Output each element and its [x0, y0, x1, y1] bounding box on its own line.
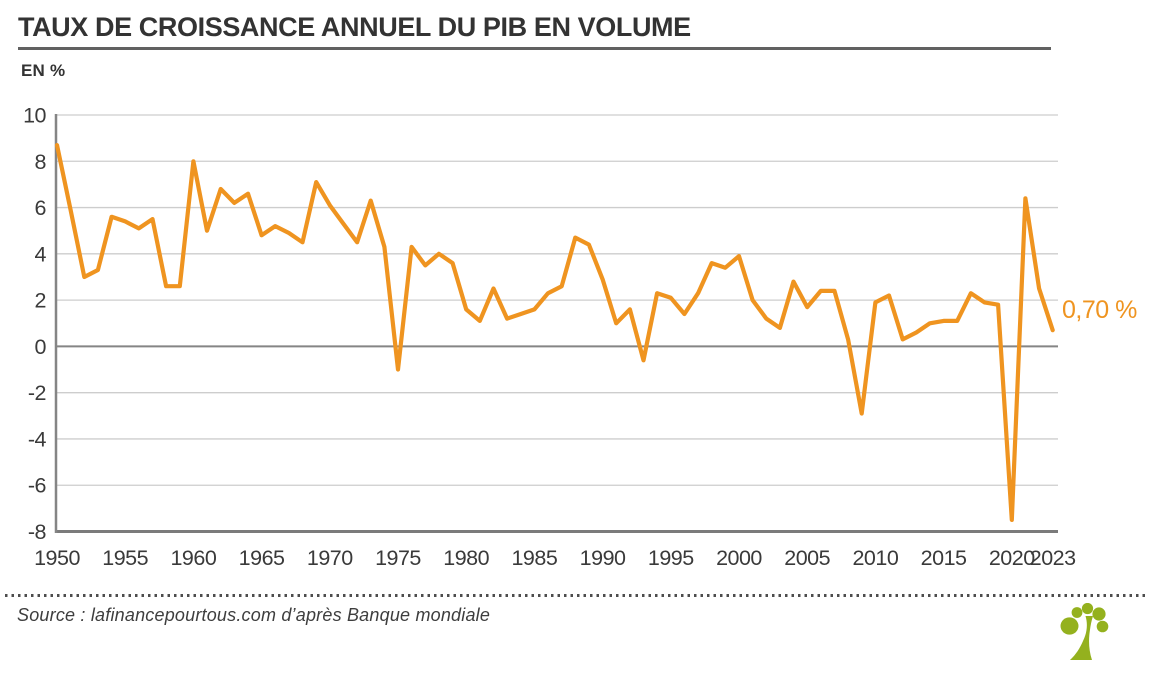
x-tick-label: 1955 [102, 546, 148, 570]
source-text: Source : lafinancepourtous.com d’après B… [17, 605, 491, 625]
x-tick-label: 2023 [1030, 546, 1076, 570]
tree-trunk [1070, 616, 1093, 660]
x-tick-label: 1995 [648, 546, 694, 570]
tree-leaf [1071, 607, 1083, 618]
y-tick-label: 10 [23, 104, 46, 128]
x-tick-label: 2000 [716, 546, 762, 570]
y-tick-label: -2 [28, 381, 46, 405]
y-tick-label: -8 [28, 520, 47, 544]
y-tick-label: 0 [35, 335, 47, 359]
tree-leaf [1081, 603, 1094, 615]
x-tick-label: 1950 [34, 546, 80, 570]
tree-leaf [1060, 617, 1079, 635]
unit-label: EN % [21, 61, 66, 80]
y-tick-label: 6 [35, 196, 47, 220]
title-underline [18, 47, 1051, 50]
x-tick-label: 1960 [170, 546, 216, 570]
x-tick-label: 1990 [580, 546, 626, 570]
page-title: TAUX DE CROISSANCE ANNUEL DU PIB EN VOLU… [18, 12, 691, 42]
x-tick-label: 2010 [852, 546, 898, 570]
y-tick-label: -6 [28, 474, 47, 498]
tree-leaf [1092, 607, 1106, 621]
x-tick-label: 1975 [375, 546, 421, 570]
y-tick-label: -4 [28, 427, 47, 451]
gdp-line [54, 143, 1055, 523]
x-tick-label: 2020 [989, 546, 1035, 570]
latest-value-label: 0,70 % [1062, 296, 1137, 324]
tree-leaf [1096, 620, 1109, 633]
y-tick-label: 4 [35, 242, 47, 266]
x-tick-label: 1965 [239, 546, 285, 570]
x-tick-label: 1970 [307, 546, 353, 570]
dotted-separator [5, 594, 1145, 597]
y-tick-label: 2 [35, 289, 46, 313]
x-tick-label: 1980 [443, 546, 489, 570]
tree-icon [1060, 603, 1109, 660]
x-tick-label: 1985 [511, 546, 557, 570]
y-tick-label: 8 [35, 150, 47, 174]
x-tick-label: 2005 [784, 546, 830, 570]
x-tick-label: 2015 [921, 546, 967, 570]
